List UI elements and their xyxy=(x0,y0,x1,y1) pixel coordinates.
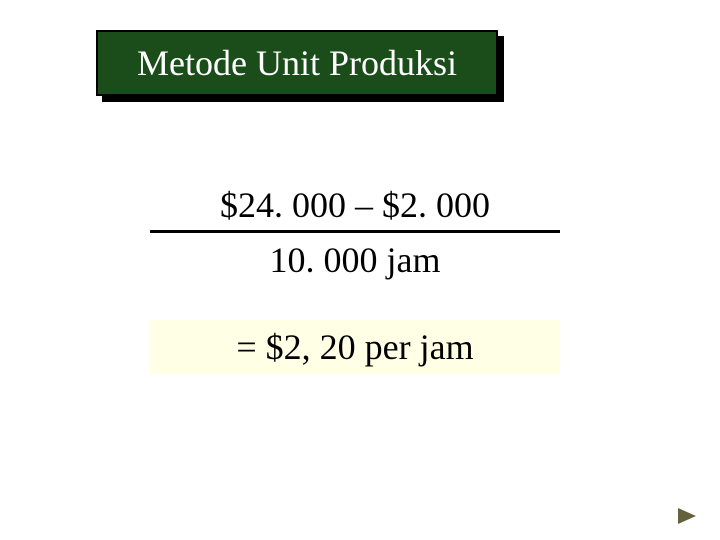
result-text: = $2, 20 per jam xyxy=(236,327,473,367)
title-box: Metode Unit Produksi xyxy=(96,30,498,96)
fraction-line xyxy=(150,230,560,233)
calculation-fraction: $24. 000 – $2. 000 10. 000 jam xyxy=(150,184,560,281)
title-text: Metode Unit Produksi xyxy=(137,42,457,84)
result-box: = $2, 20 per jam xyxy=(150,320,560,374)
numerator-text: $24. 000 – $2. 000 xyxy=(150,184,560,228)
arrow-path xyxy=(678,508,696,524)
denominator-text: 10. 000 jam xyxy=(150,239,560,281)
nav-arrow-icon xyxy=(676,506,698,526)
